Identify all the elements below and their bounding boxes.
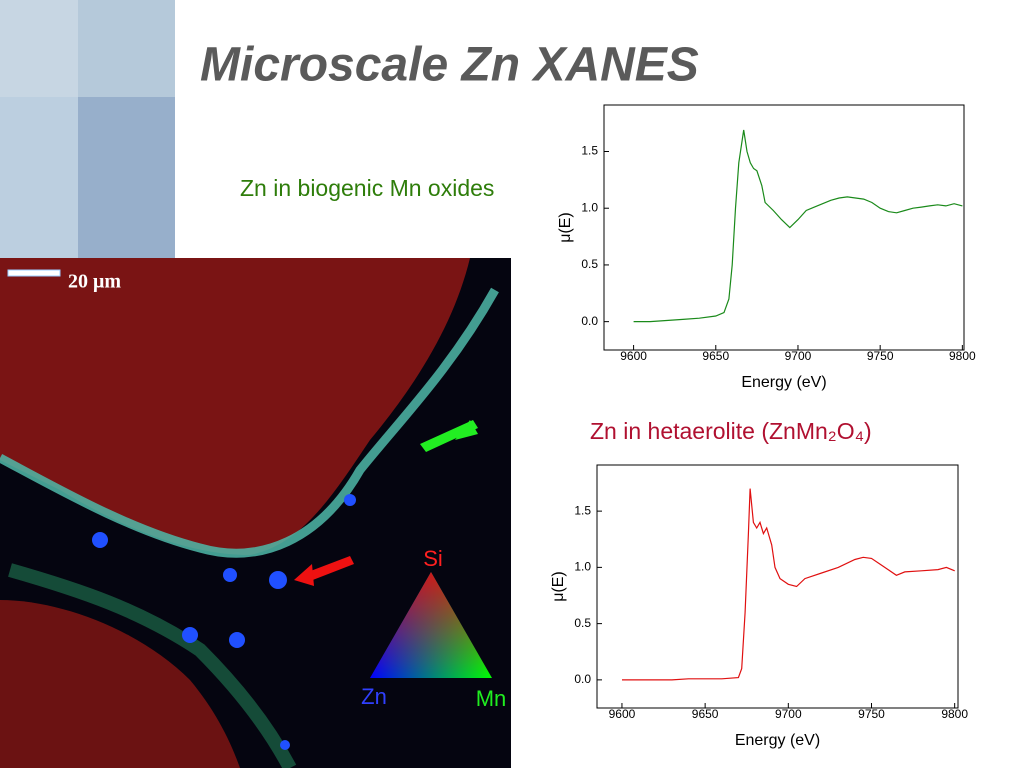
decor xyxy=(78,0,175,97)
slide-title: Microscale Zn XANES xyxy=(200,39,699,92)
micrograph: 20 μm Si Zn Mn xyxy=(0,258,511,768)
y-tick-label: 0.5 xyxy=(574,616,591,630)
plot-frame xyxy=(603,104,965,351)
x-tick-label: 9800 xyxy=(949,349,976,363)
y-axis-label: μ(E) xyxy=(557,212,574,243)
x-tick-label: 9650 xyxy=(702,349,729,363)
x-tick-label: 9800 xyxy=(941,707,968,721)
triangle-label: Zn xyxy=(361,684,387,709)
data-line xyxy=(633,129,963,323)
x-axis-label: Energy (eV) xyxy=(741,374,826,391)
chart-title: Zn in biogenic Mn oxides xyxy=(240,175,494,201)
x-tick-label: 9700 xyxy=(785,349,812,363)
x-tick-label: 9650 xyxy=(692,707,719,721)
y-tick-label: 1.0 xyxy=(574,560,591,574)
y-tick-label: 1.5 xyxy=(581,144,598,158)
data-line xyxy=(622,488,955,681)
x-tick-label: 9700 xyxy=(775,707,802,721)
y-tick-label: 0.0 xyxy=(581,314,598,328)
chart-title: Zn in hetaerolite (ZnMn₂O₄) xyxy=(590,418,872,444)
y-axis-label: μ(E) xyxy=(550,571,567,602)
x-axis-label: Energy (eV) xyxy=(735,732,820,749)
y-tick-label: 1.0 xyxy=(581,200,598,214)
x-tick-label: 9600 xyxy=(609,707,636,721)
triangle-label: Mn xyxy=(476,686,507,711)
decor xyxy=(78,97,175,258)
x-tick-label: 9750 xyxy=(867,349,894,363)
x-tick-label: 9600 xyxy=(620,349,647,363)
decor xyxy=(0,97,78,258)
x-tick-label: 9750 xyxy=(858,707,885,721)
triangle-label: Si xyxy=(423,546,443,571)
y-tick-label: 0.5 xyxy=(581,257,598,271)
scale-bar-label: 20 μm xyxy=(68,271,121,293)
plot-frame xyxy=(596,464,959,709)
y-tick-label: 1.5 xyxy=(574,503,591,517)
y-tick-label: 0.0 xyxy=(574,672,591,686)
